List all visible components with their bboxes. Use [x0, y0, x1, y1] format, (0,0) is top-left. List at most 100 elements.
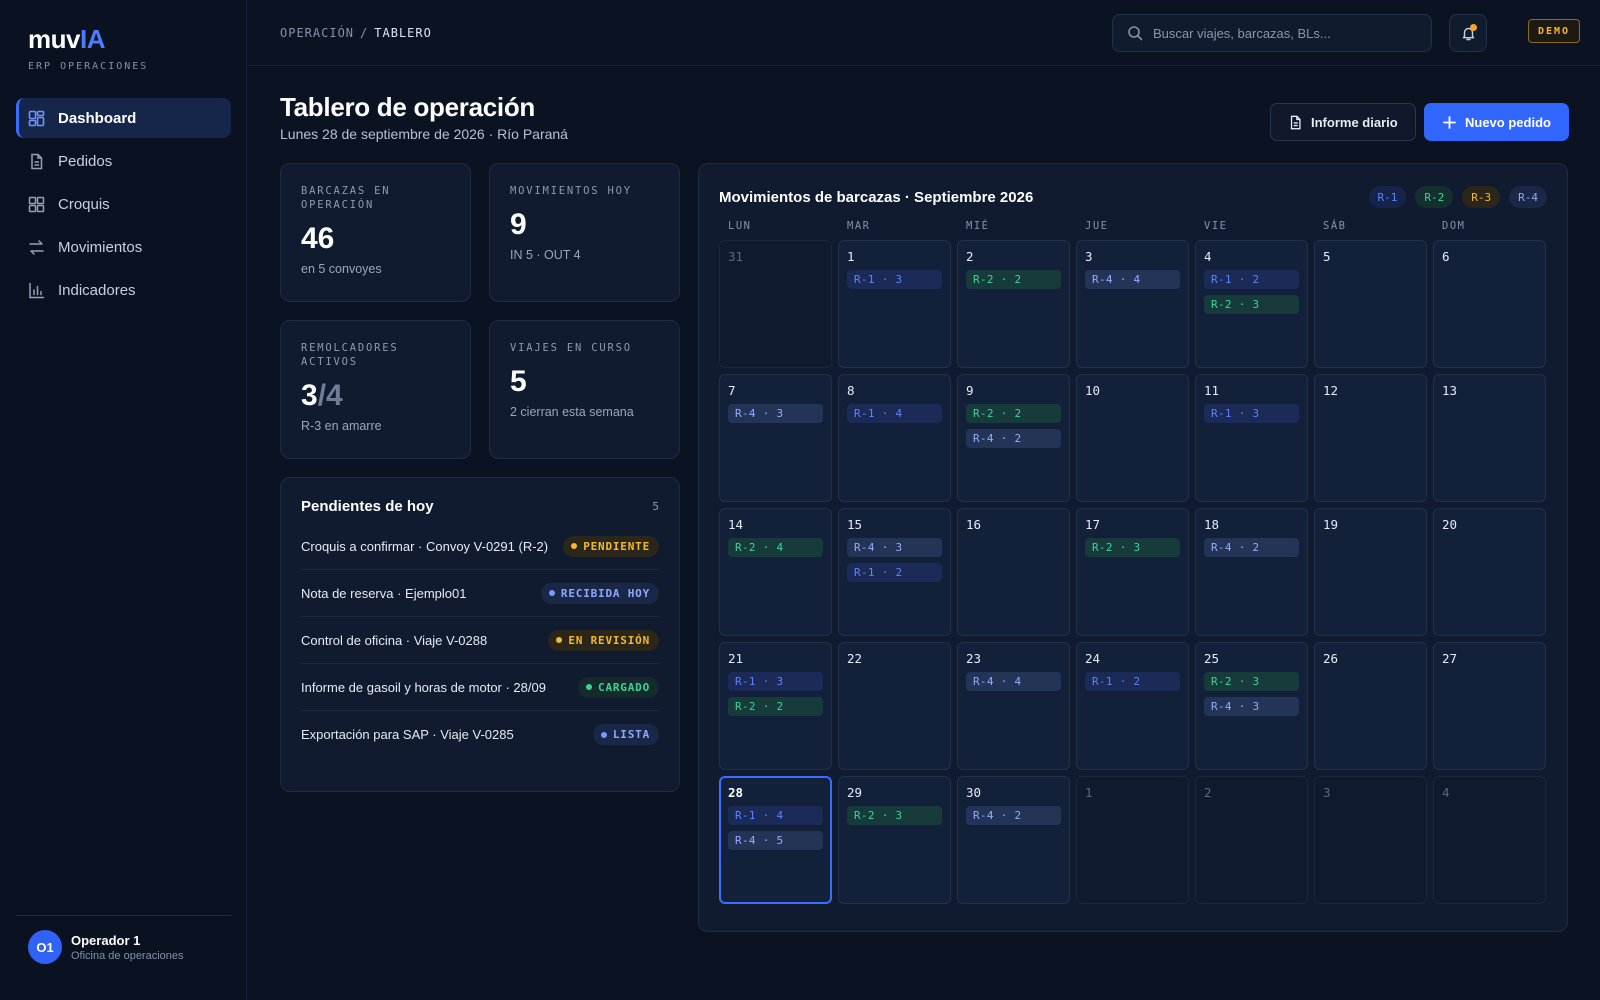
calendar-day[interactable]: 9 R-2 · 2 R-4 · 2	[957, 374, 1070, 502]
movement-chip[interactable]: R-1 · 4	[847, 404, 942, 423]
movement-chip[interactable]: R-4 · 5	[728, 831, 823, 850]
movement-chip[interactable]: R-4 · 4	[966, 672, 1061, 691]
movement-chip[interactable]: R-2 · 3	[847, 806, 942, 825]
breadcrumb-root[interactable]: OPERACIÓN	[280, 26, 355, 40]
movement-chip[interactable]: R-1 · 3	[847, 270, 942, 289]
calendar-day[interactable]: 22	[838, 642, 951, 770]
calendar-day[interactable]: 17 R-2 · 3	[1076, 508, 1189, 636]
pending-item[interactable]: Informe de gasoil y horas de motor · 28/…	[301, 664, 659, 711]
movement-chip[interactable]: R-4 · 4	[1085, 270, 1180, 289]
movement-chip[interactable]: R-2 · 3	[1204, 672, 1299, 691]
movement-chip[interactable]: R-1 · 2	[847, 563, 942, 582]
status-label: LISTA	[612, 728, 650, 741]
calendar-day[interactable]: 27	[1433, 642, 1546, 770]
search-input[interactable]	[1153, 25, 1413, 41]
movement-chip[interactable]: R-1 · 2	[1085, 672, 1180, 691]
status-dot	[600, 731, 607, 738]
calendar-day[interactable]: 8 R-1 · 4	[838, 374, 951, 502]
stat-value: 3/4	[301, 379, 450, 413]
calendar-day[interactable]: 20	[1433, 508, 1546, 636]
notifications-button[interactable]	[1449, 14, 1487, 52]
day-number: 1	[1085, 785, 1093, 800]
page-title: Tablero de operación	[280, 92, 536, 122]
calendar-day[interactable]: 26	[1314, 642, 1427, 770]
movement-chip[interactable]: R-4 · 2	[1204, 538, 1299, 557]
pending-item-text: Croquis a confirmar · Convoy V-0291 (R-2…	[301, 538, 549, 554]
day-number: 1	[847, 249, 855, 264]
sidebar-item-croquis[interactable]: Croquis	[16, 184, 231, 224]
movement-chip[interactable]: R-2 · 3	[1085, 538, 1180, 557]
movement-chip[interactable]: R-4 · 2	[966, 429, 1061, 448]
calendar-day[interactable]: 3 R-4 · 4	[1076, 240, 1189, 368]
calendar-day[interactable]: 31	[719, 240, 832, 368]
calendar-day[interactable]: 4	[1433, 776, 1546, 904]
calendar-day[interactable]: 18 R-4 · 2	[1195, 508, 1308, 636]
movement-chip[interactable]: R-4 · 2	[966, 806, 1061, 825]
search-icon	[1127, 25, 1143, 41]
user-profile[interactable]: O1 Operador 1 Oficina de operaciones	[16, 915, 231, 964]
calendar-day[interactable]: 7 R-4 · 3	[719, 374, 832, 502]
movement-chip[interactable]: R-1 · 2	[1204, 270, 1299, 289]
legend-item-r-3[interactable]: R-3	[1462, 186, 1501, 208]
pending-item[interactable]: Control de oficina · Viaje V-0288 EN REVI…	[301, 617, 659, 664]
calendar-day[interactable]: 13	[1433, 374, 1546, 502]
sidebar-item-dashboard[interactable]: Dashboard	[16, 98, 231, 138]
calendar-day[interactable]: 4 R-1 · 2 R-2 · 3	[1195, 240, 1308, 368]
legend-item-r-2[interactable]: R-2	[1415, 186, 1454, 208]
calendar-day[interactable]: 1 R-1 · 3	[838, 240, 951, 368]
movement-chip[interactable]: R-4 · 3	[847, 538, 942, 557]
calendar-day[interactable]: 21 R-1 · 3 R-2 · 2	[719, 642, 832, 770]
calendar-day[interactable]: 19	[1314, 508, 1427, 636]
breadcrumb: OPERACIÓN / TABLERO	[280, 26, 432, 40]
movement-chip[interactable]: R-2 · 2	[966, 404, 1061, 423]
calendar-day[interactable]: 6	[1433, 240, 1546, 368]
daily-report-button[interactable]: Informe diario	[1270, 103, 1416, 141]
status-dot	[586, 684, 593, 690]
calendar-day[interactable]: 1	[1076, 776, 1189, 904]
calendar-day[interactable]: 23 R-4 · 4	[957, 642, 1070, 770]
movement-chip[interactable]: R-4 · 3	[1204, 697, 1299, 716]
movement-chip[interactable]: R-2 · 4	[728, 538, 823, 557]
legend-item-r-1[interactable]: R-1	[1368, 186, 1407, 208]
search-box[interactable]	[1112, 14, 1432, 52]
dashboard-icon	[28, 110, 45, 127]
calendar-day[interactable]: 16	[957, 508, 1070, 636]
pending-item[interactable]: Nota de reserva · Ejemplo01 RECIBIDA HOY	[301, 570, 659, 617]
new-order-button[interactable]: Nuevo pedido	[1424, 103, 1569, 141]
stat-value-active: 3	[301, 379, 318, 412]
calendar-day[interactable]: 3	[1314, 776, 1427, 904]
movement-chip[interactable]: R-2 · 2	[966, 270, 1061, 289]
calendar-day-today[interactable]: 28 R-1 · 4 R-4 · 5	[719, 776, 832, 904]
movement-chip[interactable]: R-1 · 3	[728, 672, 823, 691]
calendar-day[interactable]: 24 R-1 · 2	[1076, 642, 1189, 770]
pending-item[interactable]: Exportación para SAP · Viaje V-0285 LISTA	[301, 711, 659, 758]
movement-chip[interactable]: R-4 · 3	[728, 404, 823, 423]
brand[interactable]: muvIA ERP OPERACIONES	[28, 24, 148, 72]
calendar-day[interactable]: 2	[1195, 776, 1308, 904]
sidebar-item-indicadores[interactable]: Indicadores	[16, 270, 231, 310]
calendar-day[interactable]: 29 R-2 · 3	[838, 776, 951, 904]
sidebar-item-label: Movimientos	[58, 238, 143, 256]
sidebar-item-movimientos[interactable]: Movimientos	[16, 227, 231, 267]
pending-item[interactable]: Croquis a confirmar · Convoy V-0291 (R-2…	[301, 523, 659, 570]
movement-chip[interactable]: R-2 · 2	[728, 697, 823, 716]
calendar-day[interactable]: 5	[1314, 240, 1427, 368]
calendar-day[interactable]: 11 R-1 · 3	[1195, 374, 1308, 502]
calendar-day[interactable]: 2 R-2 · 2	[957, 240, 1070, 368]
calendar-day[interactable]: 14 R-2 · 4	[719, 508, 832, 636]
sidebar-item-pedidos[interactable]: Pedidos	[16, 141, 231, 181]
calendar-day[interactable]: 30 R-4 · 2	[957, 776, 1070, 904]
calendar-day[interactable]: 10	[1076, 374, 1189, 502]
movement-chip[interactable]: R-2 · 3	[1204, 295, 1299, 314]
calendar-day[interactable]: 12	[1314, 374, 1427, 502]
stat-label: REMOLCADORES ACTIVOS	[301, 342, 399, 368]
brand-logo: muvIA	[28, 24, 148, 55]
calendar-day[interactable]: 25 R-2 · 3 R-4 · 3	[1195, 642, 1308, 770]
movement-chip[interactable]: R-1 · 4	[728, 806, 823, 825]
stat-label: MOVIMIENTOS HOY	[510, 185, 632, 197]
legend-item-r-4[interactable]: R-4	[1509, 186, 1547, 208]
day-number: 11	[1204, 383, 1220, 398]
calendar-day[interactable]: 15 R-4 · 3 R-1 · 2	[838, 508, 951, 636]
movement-chip[interactable]: R-1 · 3	[1204, 404, 1299, 423]
day-number: 8	[847, 383, 855, 398]
